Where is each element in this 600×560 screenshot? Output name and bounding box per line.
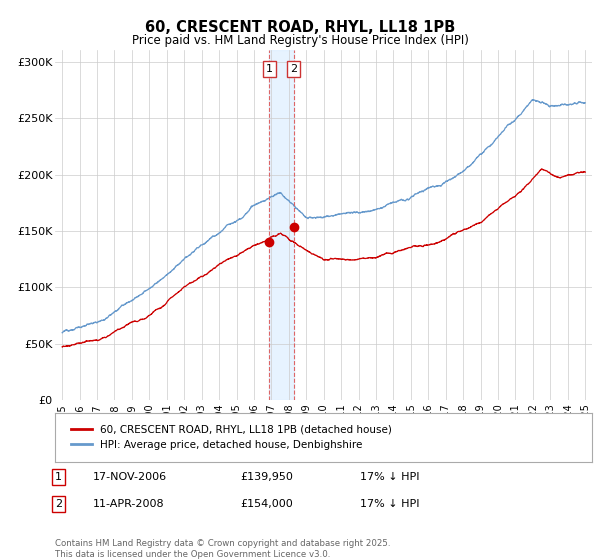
- Text: Contains HM Land Registry data © Crown copyright and database right 2025.
This d: Contains HM Land Registry data © Crown c…: [55, 539, 391, 559]
- Text: 2: 2: [55, 499, 62, 509]
- Bar: [269, 50, 294, 400]
- Text: 17% ↓ HPI: 17% ↓ HPI: [360, 472, 419, 482]
- Text: 17-NOV-2006: 17-NOV-2006: [93, 472, 167, 482]
- Text: 11-APR-2008: 11-APR-2008: [93, 499, 164, 509]
- Text: 2: 2: [290, 64, 297, 74]
- Text: 1: 1: [55, 472, 62, 482]
- Text: Price paid vs. HM Land Registry's House Price Index (HPI): Price paid vs. HM Land Registry's House …: [131, 34, 469, 46]
- Text: £139,950: £139,950: [240, 472, 293, 482]
- Text: £154,000: £154,000: [240, 499, 293, 509]
- Text: 1: 1: [266, 64, 273, 74]
- Legend: 60, CRESCENT ROAD, RHYL, LL18 1PB (detached house), HPI: Average price, detached: 60, CRESCENT ROAD, RHYL, LL18 1PB (detac…: [66, 419, 397, 455]
- Text: 17% ↓ HPI: 17% ↓ HPI: [360, 499, 419, 509]
- Text: 60, CRESCENT ROAD, RHYL, LL18 1PB: 60, CRESCENT ROAD, RHYL, LL18 1PB: [145, 20, 455, 35]
